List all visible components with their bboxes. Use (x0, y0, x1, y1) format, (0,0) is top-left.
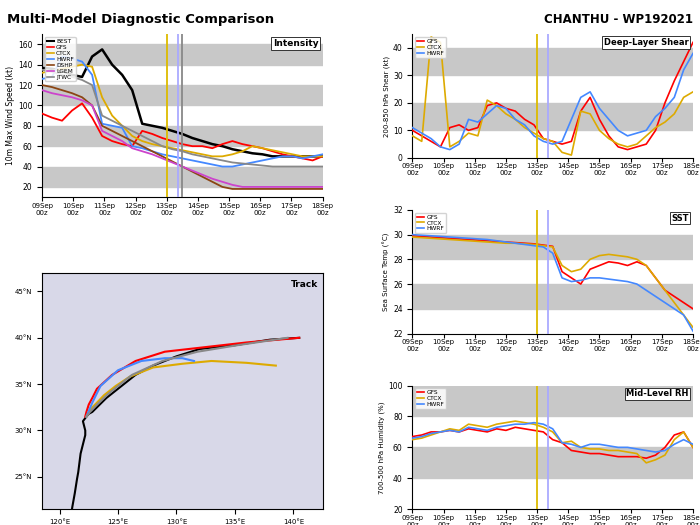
Bar (412, 284, 693, 309)
Text: Track: Track (291, 280, 318, 289)
Bar (42, 126, 323, 146)
Text: SST: SST (671, 214, 689, 223)
Text: Mid-Level RH: Mid-Level RH (626, 389, 689, 398)
Bar (412, 48, 693, 76)
Y-axis label: 200-850 hPa Shear (kt): 200-850 hPa Shear (kt) (384, 56, 390, 136)
Text: Intensity: Intensity (273, 39, 318, 48)
Bar (42, 85, 323, 106)
Legend: BEST, GFS, CTCX, HWRF, DSHP, LGEM, JTWC: BEST, GFS, CTCX, HWRF, DSHP, LGEM, JTWC (45, 37, 76, 81)
Legend: GFS, CTCX, HWRF: GFS, CTCX, HWRF (415, 37, 446, 58)
Text: Deep-Layer Shear: Deep-Layer Shear (604, 38, 689, 47)
Legend: GFS, CTCX, HWRF: GFS, CTCX, HWRF (415, 388, 446, 409)
Text: Multi-Model Diagnostic Comparison: Multi-Model Diagnostic Comparison (7, 13, 274, 26)
Text: CHANTHU - WP192021: CHANTHU - WP192021 (544, 13, 693, 26)
Y-axis label: 10m Max Wind Speed (kt): 10m Max Wind Speed (kt) (6, 66, 15, 165)
Legend: GFS, CTCX, HWRF: GFS, CTCX, HWRF (415, 213, 446, 233)
Bar (412, 235, 693, 259)
Bar (42, 166, 323, 187)
Bar (412, 385, 693, 416)
Bar (42, 44, 323, 65)
Bar (412, 103, 693, 130)
Y-axis label: Sea Surface Temp (°C): Sea Surface Temp (°C) (383, 233, 390, 311)
Y-axis label: 700-500 hPa Humidity (%): 700-500 hPa Humidity (%) (379, 401, 386, 494)
Bar (412, 447, 693, 478)
